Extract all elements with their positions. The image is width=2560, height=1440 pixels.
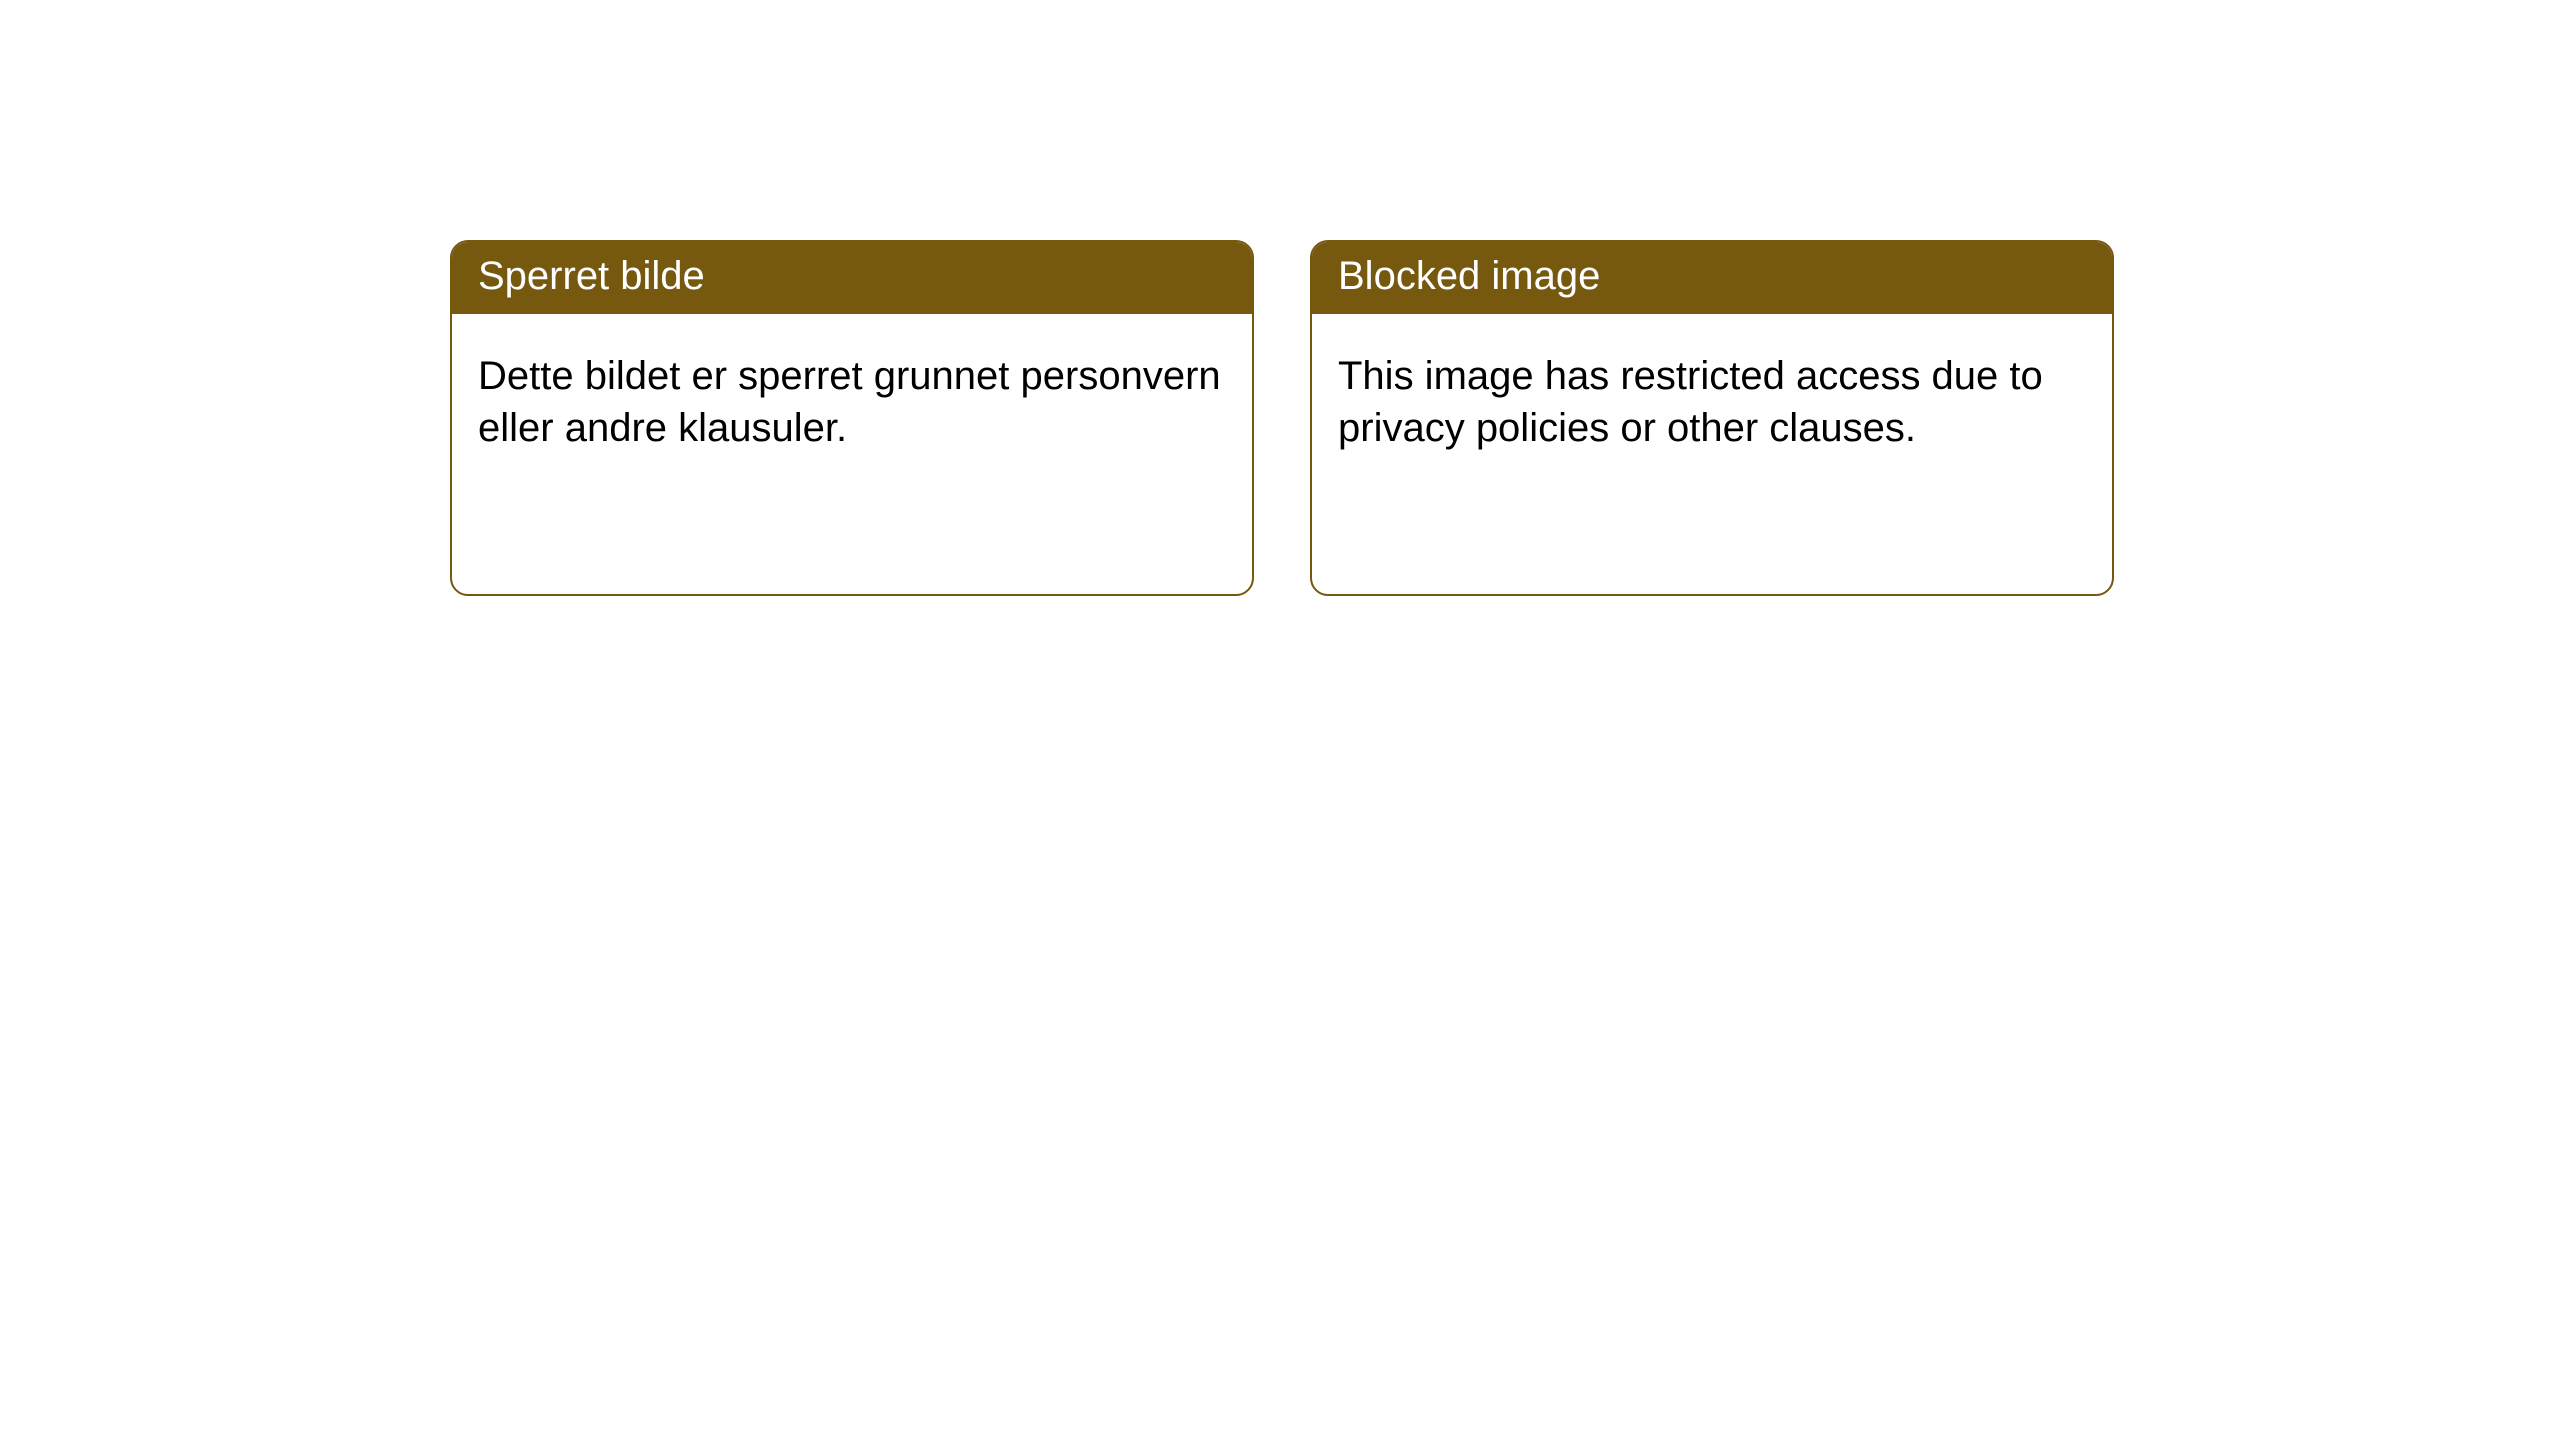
notice-body-english: This image has restricted access due to … [1312, 314, 2112, 594]
notice-card-english: Blocked image This image has restricted … [1310, 240, 2114, 596]
notice-body-norwegian: Dette bildet er sperret grunnet personve… [452, 314, 1252, 594]
notice-header-norwegian: Sperret bilde [452, 242, 1252, 314]
notice-card-norwegian: Sperret bilde Dette bildet er sperret gr… [450, 240, 1254, 596]
notice-container: Sperret bilde Dette bildet er sperret gr… [0, 0, 2560, 596]
notice-header-english: Blocked image [1312, 242, 2112, 314]
